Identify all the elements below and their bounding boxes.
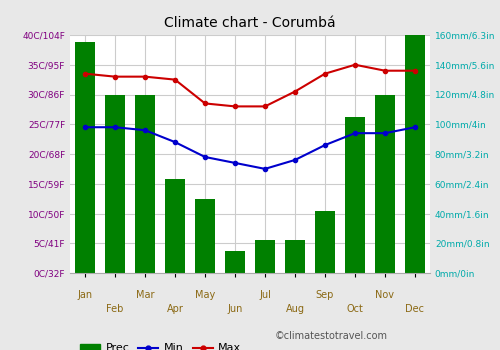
Bar	[345, 117, 365, 273]
Bar	[195, 199, 215, 273]
Bar	[285, 240, 305, 273]
Text: Feb: Feb	[106, 303, 124, 314]
Bar	[316, 211, 335, 273]
Bar	[135, 94, 155, 273]
Text: Jun: Jun	[228, 303, 242, 314]
Text: Aug: Aug	[286, 303, 304, 314]
Text: Oct: Oct	[346, 303, 364, 314]
Text: Apr: Apr	[166, 303, 184, 314]
Bar	[165, 179, 185, 273]
Text: Jul: Jul	[259, 290, 271, 300]
Text: Sep: Sep	[316, 290, 334, 300]
Bar	[375, 94, 395, 273]
Text: ©climatestotravel.com: ©climatestotravel.com	[275, 331, 388, 341]
Bar	[256, 240, 275, 273]
Bar	[75, 42, 95, 273]
Text: Dec: Dec	[406, 303, 424, 314]
Bar	[405, 35, 425, 273]
Legend: Prec, Min, Max: Prec, Min, Max	[76, 339, 246, 350]
Text: Mar: Mar	[136, 290, 154, 300]
Text: Nov: Nov	[376, 290, 394, 300]
Bar	[105, 94, 125, 273]
Bar	[225, 251, 245, 273]
Title: Climate chart - Corumbá: Climate chart - Corumbá	[164, 16, 336, 30]
Text: Jan: Jan	[78, 290, 92, 300]
Text: May: May	[195, 290, 215, 300]
